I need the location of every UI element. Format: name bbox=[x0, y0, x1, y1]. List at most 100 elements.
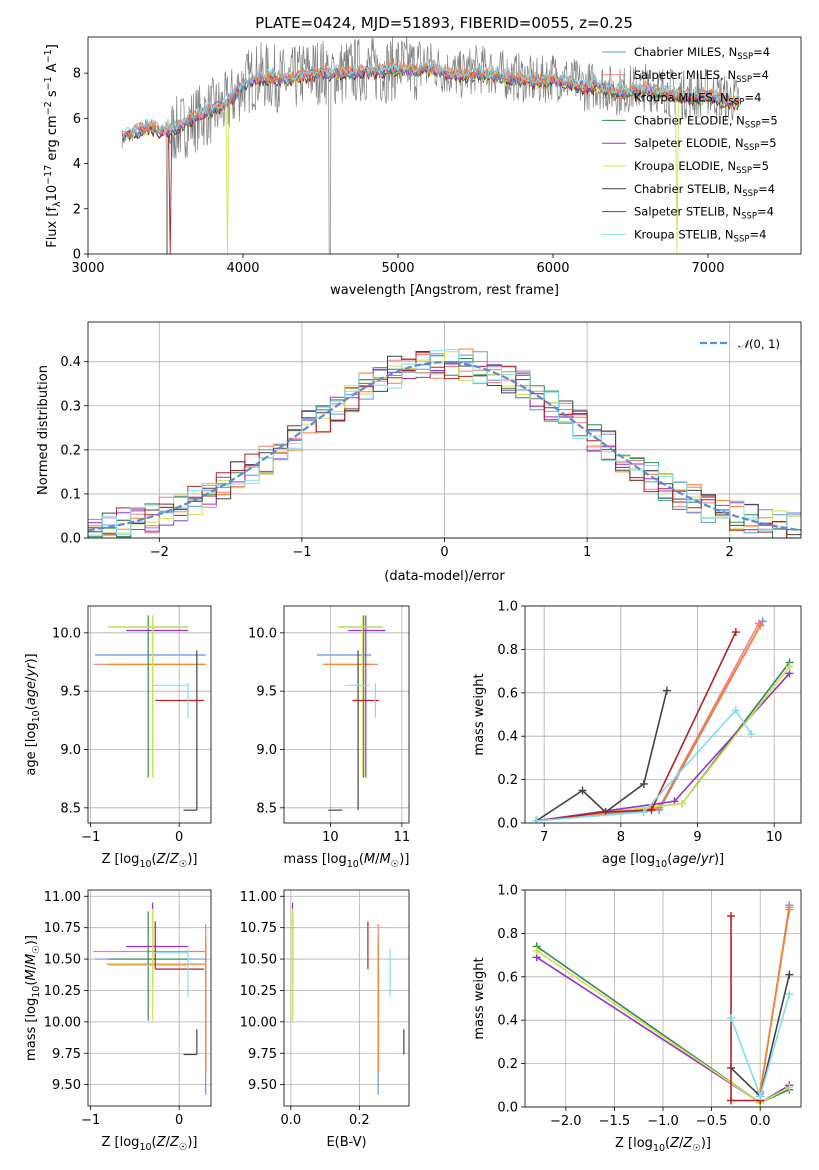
axes-frame bbox=[87, 605, 212, 824]
y-tick-label: 9.50 bbox=[248, 1078, 277, 1093]
label-part: −17 bbox=[43, 165, 54, 185]
panel-weight-vs-z: −2.0 −1.5 −1.0 −0.5 0.0 0.0 0.2 0.4 0.6 0.8 1.0 Z [… bbox=[472, 884, 802, 1154]
grid bbox=[88, 606, 211, 823]
y-tick-label: 11.00 bbox=[44, 890, 81, 905]
label-part: ☉ bbox=[31, 945, 42, 954]
y-tick-label: 9.0 bbox=[256, 743, 277, 758]
label-part: / bbox=[166, 852, 171, 867]
y-tick-label: 0.8 bbox=[497, 927, 518, 942]
y-tick-label: 10.25 bbox=[44, 984, 81, 999]
y-tick-label: 1.0 bbox=[497, 600, 518, 615]
weight-marker-kroupa_miles bbox=[655, 803, 664, 812]
x-tick-label: 11 bbox=[394, 830, 411, 845]
label-part: mass [log bbox=[24, 998, 39, 1061]
label-part: / bbox=[375, 852, 380, 867]
x-tick-label: 7000 bbox=[691, 261, 724, 276]
label-part: Z bbox=[669, 1136, 680, 1151]
legend-label: Chabrier ELODIE, NSSP=5 bbox=[634, 113, 778, 130]
label-part: age bbox=[24, 681, 39, 705]
legend-n: =4 bbox=[744, 91, 761, 105]
weight-marker-kroupa_elodie bbox=[678, 799, 687, 808]
histogram-kroupa_elodie bbox=[88, 351, 801, 534]
label-part: age bbox=[672, 852, 696, 867]
y-tick-label: 0.0 bbox=[497, 817, 518, 832]
y-tick-label: 0.4 bbox=[497, 730, 518, 745]
y-tick-label: 6 bbox=[73, 112, 81, 127]
legend-label: Chabrier MILES, NSSP=4 bbox=[634, 45, 770, 62]
histogram-kroupa_stelib bbox=[88, 349, 801, 536]
x-tick-label: −0.5 bbox=[696, 1114, 728, 1129]
x-tick-label: 0.2 bbox=[349, 1113, 370, 1128]
label-part: 10 bbox=[655, 859, 667, 870]
plot-area-residuals bbox=[88, 348, 801, 538]
y-tick-label: 0.0 bbox=[60, 532, 81, 547]
x-axis-label: wavelength [Angstrom, rest frame] bbox=[330, 283, 559, 298]
legend-text: Chabrier STELIB, N bbox=[634, 182, 742, 196]
y-tick-label: 0.4 bbox=[60, 355, 81, 370]
weight-marker-chabrier_stelib bbox=[785, 970, 794, 979]
x-tick-label: 0 bbox=[175, 830, 183, 845]
plot-area-age-vs-z bbox=[93, 615, 206, 811]
y-tick-label: 10.0 bbox=[52, 626, 81, 641]
legend-sub: SSP bbox=[744, 143, 760, 153]
label-part: )] bbox=[24, 935, 39, 945]
label-part: ☉ bbox=[179, 1142, 188, 1153]
legend-label-gaussian: 𝒩(0, 1) bbox=[738, 337, 780, 351]
panel-residuals: −2 −1 0 1 2 0.0 0.1 0.2 0.3 0.4 (data-model)/error… bbox=[36, 321, 802, 584]
label-part: 10 bbox=[139, 1142, 151, 1153]
x-tick-label: 0.0 bbox=[281, 1113, 302, 1128]
plot-area-spectrum bbox=[121, 37, 740, 254]
label-part: ( bbox=[24, 981, 39, 986]
plot-area-mass-vs-z bbox=[93, 902, 207, 1095]
label-part: mass [log bbox=[284, 852, 347, 867]
plot-area-mass-vs-ebv bbox=[291, 902, 405, 1095]
y-axis-label: mass weight bbox=[472, 673, 487, 755]
y-tick-label: 0.2 bbox=[497, 1057, 518, 1072]
weight-marker-kroupa_miles bbox=[785, 905, 794, 914]
x-tick-label: −1 bbox=[81, 1113, 100, 1128]
legend-text: (0, 1) bbox=[749, 337, 780, 351]
label-part: 10 bbox=[347, 859, 359, 870]
label-part: )] bbox=[24, 653, 39, 663]
label-part: −1 bbox=[43, 49, 54, 63]
label-part: )] bbox=[701, 1136, 711, 1151]
label-part: age [log bbox=[602, 852, 655, 867]
label-part: Z [log bbox=[102, 1135, 140, 1150]
label-part: 10 bbox=[653, 1143, 665, 1154]
label-part: )] bbox=[714, 852, 724, 867]
legend-sub: SSP bbox=[736, 75, 752, 85]
label-part: 10 bbox=[45, 185, 60, 202]
y-tick-label: 8.5 bbox=[256, 801, 277, 816]
y-tick-label: 0.4 bbox=[497, 1014, 518, 1029]
label-part: Z bbox=[682, 1136, 693, 1151]
y-axis-label: age [log10(age/yr)] bbox=[24, 653, 42, 775]
label-part: M bbox=[24, 969, 39, 980]
label-part: )] bbox=[187, 852, 197, 867]
weight-marker-kroupa_elodie bbox=[532, 946, 541, 955]
panel-mass-vs-ebv: 0.0 0.2 9.50 9.75 10.00 10.25 10.50 10.75 11.00 E… bbox=[240, 889, 410, 1150]
y-tick-label: 1.0 bbox=[497, 884, 518, 899]
x-tick-label: 0 bbox=[440, 545, 448, 560]
y-tick-label: 0.6 bbox=[497, 686, 518, 701]
label-part: −2 bbox=[43, 101, 54, 115]
label-part: yr bbox=[700, 852, 716, 867]
y-tick-label: 10.00 bbox=[44, 1015, 81, 1030]
label-part: A bbox=[45, 63, 60, 76]
label-part: −1 bbox=[43, 76, 54, 90]
axes-frame bbox=[87, 889, 212, 1107]
label-part: 10 bbox=[139, 859, 151, 870]
label-part: ( bbox=[24, 705, 39, 710]
x-tick-label: 0 bbox=[175, 1113, 183, 1128]
legend-n: =5 bbox=[760, 136, 777, 150]
x-tick-label: −2.0 bbox=[550, 1114, 582, 1129]
label-part: / bbox=[166, 1135, 171, 1150]
x-axis-label: Z [log10(Z/Z☉)] bbox=[615, 1136, 711, 1154]
weight-line-salpeter_stelib bbox=[536, 631, 737, 822]
legend-text: Chabrier MILES, N bbox=[634, 45, 737, 59]
legend-text: Salpeter STELIB, N bbox=[634, 205, 741, 219]
y-tick-label: 9.75 bbox=[52, 1047, 81, 1062]
grid bbox=[284, 606, 409, 823]
y-tick-label: 0.2 bbox=[60, 443, 81, 458]
x-tick-label: 6000 bbox=[536, 261, 569, 276]
x-axis-label: mass [log10(M/M☉)] bbox=[284, 852, 410, 870]
